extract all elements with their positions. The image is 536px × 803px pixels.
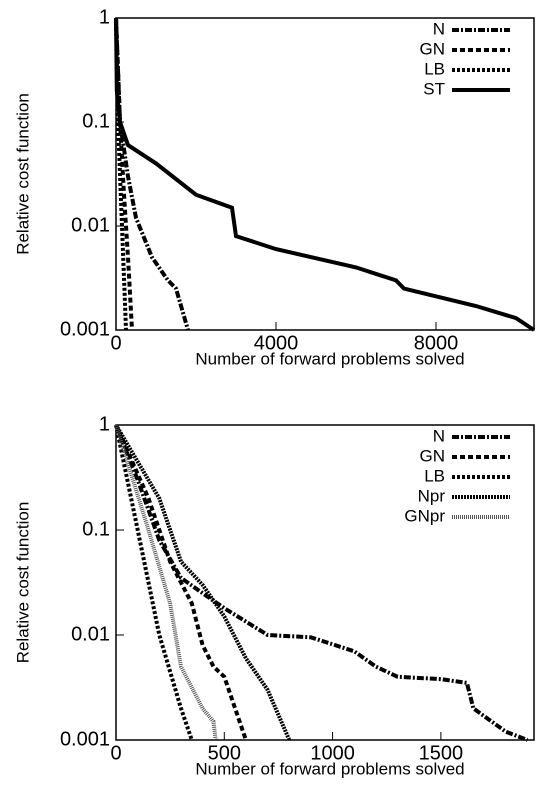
x-tick-label: 4000 [254,332,299,354]
x-tick-label: 1500 [419,742,464,764]
series-line [114,424,218,741]
y-axis-label: Relative cost function [13,502,32,664]
y-tick-label: 0.1 [82,110,110,132]
legend-label: GNpr [404,506,445,525]
legend-label: N [433,19,445,38]
y-tick-label: 0.001 [60,728,110,750]
y-tick-label: 0.1 [82,518,110,540]
x-axis-label: Number of forward problems solved [195,759,464,778]
legend-label: LB [424,59,445,78]
series-line [114,424,248,741]
plot-frame [115,17,535,331]
x-tick-label: 500 [208,742,241,764]
x-tick-label: 0 [110,742,121,764]
series-line [114,17,190,331]
legend-label: Npr [418,486,446,505]
y-tick-label: 0.01 [71,214,110,236]
y-tick-label: 0.01 [71,623,110,645]
y-tick-label: 1 [99,6,110,28]
legend-label: GN [420,39,446,58]
plot-frame [115,424,535,741]
legend-label: LB [424,466,445,485]
legend-label: N [433,426,445,445]
x-tick-label: 0 [110,332,121,354]
x-tick-label: 8000 [414,332,459,354]
x-tick-label: 1000 [310,742,355,764]
series-line [114,424,194,741]
y-axis-label: Relative cost function [13,93,32,255]
series-line [114,17,536,332]
series-line [114,17,134,331]
legend-label: GN [420,446,446,465]
y-tick-label: 0.001 [60,318,110,340]
y-tick-label: 1 [99,413,110,435]
series-line [114,423,292,741]
legend-label: ST [423,79,445,98]
x-axis-label: Number of forward problems solved [195,349,464,368]
